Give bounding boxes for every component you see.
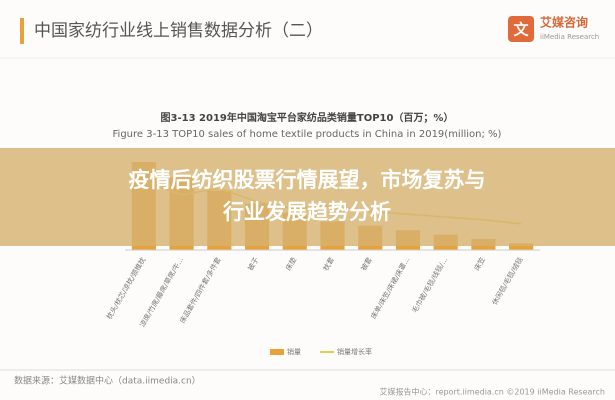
logo-icon — [508, 16, 534, 42]
figure-title: 图3-13 2019年中国淘宝平台家纺品类销量TOP10（百万；%） — [161, 111, 454, 124]
page-title: 中国家纺行业线上销售数据分析（二） — [34, 21, 323, 41]
logo-glyph: 文 — [513, 21, 529, 39]
brand: 艾媒咨询 — [540, 15, 588, 30]
bar — [509, 243, 534, 250]
banner-line: 行业发展趋势分析 — [222, 200, 391, 224]
figure-subtitle: Figure 3-13 TOP10 sales of home textile … — [113, 129, 502, 140]
footer-report: 艾媒报告中心：report.iimedia.cn ©2019 iiMedia R… — [379, 387, 605, 397]
footer-source: 数据来源：艾媒数据中心（data.iimedia.cn） — [14, 375, 201, 387]
banner-line: 疫情后纺织股票行情展望，市场复苏与 — [129, 168, 486, 192]
brand-sub: iiMedia Research — [540, 33, 599, 41]
legend: 销量 销量增长率 — [270, 347, 372, 356]
banner — [0, 148, 615, 246]
legend-label: 销量 — [287, 347, 301, 356]
title-accent — [20, 18, 24, 44]
legend-label: 销量增长率 — [337, 347, 372, 356]
legend-swatch — [270, 349, 284, 355]
